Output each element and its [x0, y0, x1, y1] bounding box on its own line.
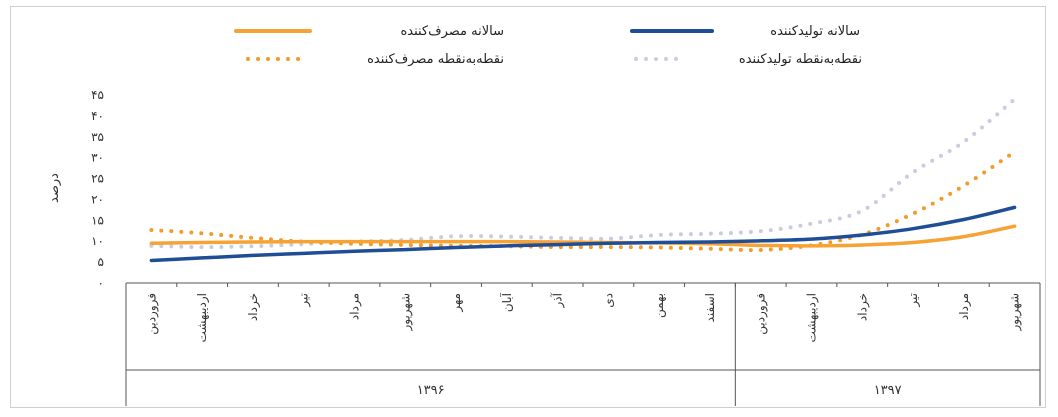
legend-label-consumer-p2p: نقطه‌به‌نقطه مصرف‌کننده [367, 52, 504, 67]
x-tick-label: تیر [906, 293, 921, 308]
x-tick-label: شهریور [398, 293, 413, 332]
x-tick-label: تیر [297, 293, 312, 308]
x-tick-label: آذر [550, 292, 566, 308]
y-tick-label: ۱۰ [91, 234, 104, 248]
series-line-1 [149, 205, 1017, 263]
y-tick-label: ۱۵ [91, 213, 104, 227]
y-tick-label: ۲۰ [91, 192, 104, 206]
x-tick-label: اسفند [703, 293, 717, 322]
y-tick-label: ۲۵ [91, 172, 104, 186]
x-group-label: ۱۳۹۶ [417, 383, 445, 398]
y-tick-label: ۴۵ [91, 88, 104, 102]
x-tick-label: مرداد [348, 293, 363, 320]
x-tick-label: مرداد [957, 293, 972, 320]
x-tick-label: خرداد [246, 293, 261, 321]
y-tick-label: ۳۵ [91, 130, 104, 144]
y-axis-ticks: ۰ ۵ ۱۰ ۱۵ ۲۰ ۲۵ ۳۰ ۳۵ ۴۰ ۴۵ [91, 88, 104, 290]
legend-label-consumer-annual: سالانه مصرف‌کننده [400, 24, 504, 39]
x-axis: فروردین اردیبهشت خرداد تیر مرداد شهریور مهر آبا… [125, 282, 1041, 406]
legend-label-producer-annual: سالانه تولیدکننده [770, 24, 860, 39]
x-tick-label: مهر [449, 293, 464, 313]
chart-frame [10, 6, 1046, 408]
x-tick-label: فروردین [144, 293, 159, 335]
x-tick-label: شهریور [1008, 293, 1023, 332]
series-line-2 [149, 149, 1017, 253]
x-tick-label: بهمن [652, 293, 667, 318]
x-group-label: ۱۳۹۷ [874, 383, 902, 398]
legend: سالانه مصرف‌کننده سالانه تولیدکننده نقطه… [234, 24, 862, 67]
x-tick-label: آبان [499, 292, 514, 312]
series-layer [149, 97, 1017, 263]
x-tick-label: فروردین [754, 293, 769, 335]
x-tick-label: اردیبهشت [195, 293, 210, 342]
legend-label-producer-p2p: نقطه‌به‌نقطه تولیدکننده [739, 52, 862, 67]
x-tick-label: دی [601, 293, 615, 308]
series-line-3 [149, 97, 1017, 250]
y-tick-label: ۵ [98, 255, 104, 269]
y-tick-label: ۳۰ [91, 151, 104, 165]
x-tick-label: اردیبهشت [805, 293, 820, 342]
x-tick-label: خرداد [855, 293, 870, 321]
y-axis-label: درصد [47, 173, 62, 203]
y-tick-label: ۰ [98, 276, 104, 290]
y-tick-label: ۴۰ [91, 109, 104, 123]
